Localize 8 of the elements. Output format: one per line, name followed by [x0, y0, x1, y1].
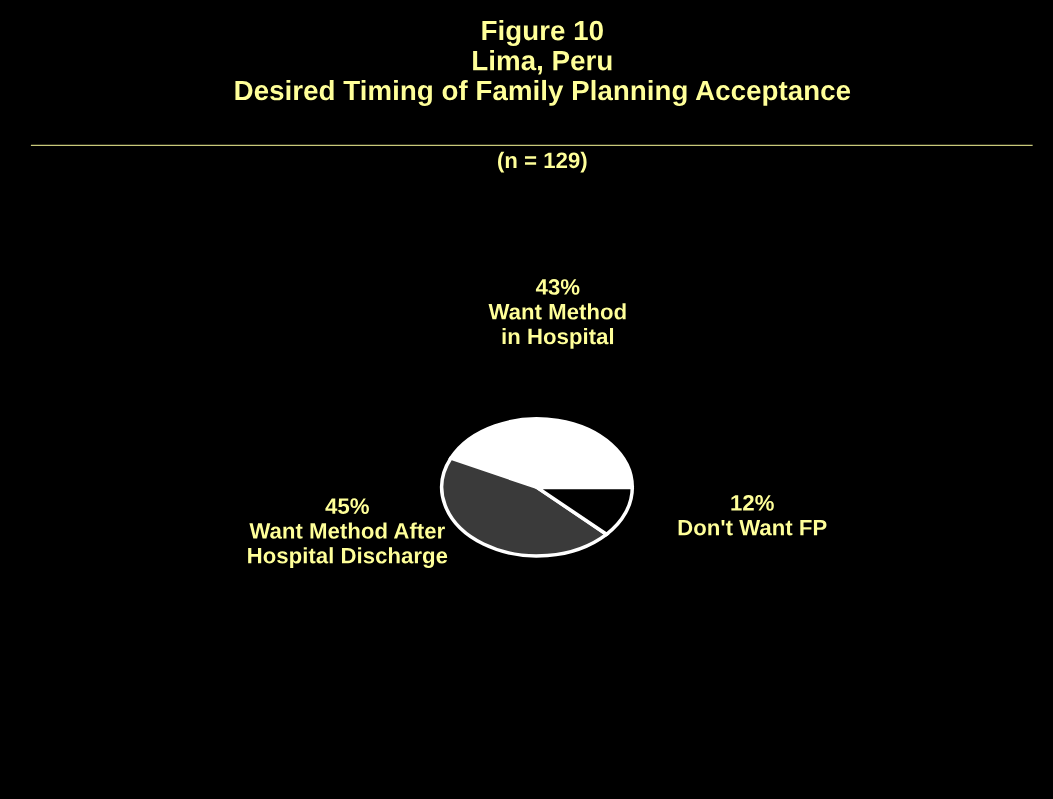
data-label: 45%: [325, 498, 369, 515]
chart-title: Figure 10 Lima, Peru Desired Timing of Family Planning Acceptance: [235, 19, 851, 106]
slice-label: Want Method in Hospital: [488, 303, 626, 349]
data-label: 43%: [535, 279, 580, 295]
chart-subtitle: (n = 129): [498, 151, 587, 173]
slice-label: Don't Want FP: [678, 519, 827, 536]
data-label: 12%: [731, 494, 774, 511]
slice-label: Want Method After Hospital Discharge: [248, 522, 448, 568]
